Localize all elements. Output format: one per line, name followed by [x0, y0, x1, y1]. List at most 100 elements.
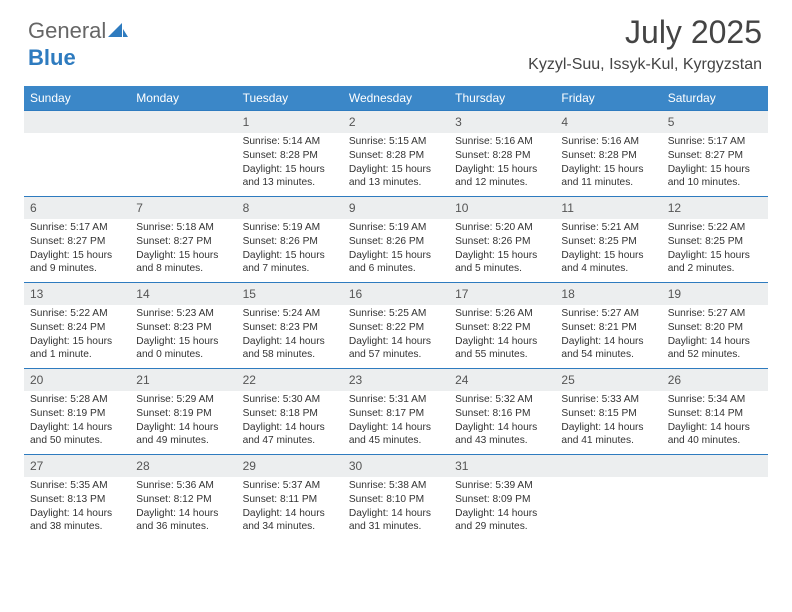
day-line: and 41 minutes.	[561, 434, 655, 448]
day-body	[662, 477, 768, 483]
day-cell: 19Sunrise: 5:27 AMSunset: 8:20 PMDayligh…	[662, 282, 768, 368]
day-number: 10	[449, 196, 555, 219]
day-line: Sunset: 8:27 PM	[136, 235, 230, 249]
col-wednesday: Wednesday	[343, 86, 449, 110]
day-body: Sunrise: 5:34 AMSunset: 8:14 PMDaylight:…	[662, 391, 768, 452]
day-cell: 26Sunrise: 5:34 AMSunset: 8:14 PMDayligh…	[662, 368, 768, 454]
day-body: Sunrise: 5:37 AMSunset: 8:11 PMDaylight:…	[237, 477, 343, 538]
col-thursday: Thursday	[449, 86, 555, 110]
day-line: Sunrise: 5:39 AM	[455, 479, 549, 493]
day-line: Sunset: 8:12 PM	[136, 493, 230, 507]
day-line: Daylight: 15 hours	[30, 249, 124, 263]
day-line: Sunrise: 5:31 AM	[349, 393, 443, 407]
day-body: Sunrise: 5:19 AMSunset: 8:26 PMDaylight:…	[343, 219, 449, 280]
day-line: and 10 minutes.	[668, 176, 762, 190]
day-line: Sunset: 8:21 PM	[561, 321, 655, 335]
week-row: 20Sunrise: 5:28 AMSunset: 8:19 PMDayligh…	[24, 368, 768, 454]
day-line: Daylight: 14 hours	[561, 335, 655, 349]
col-monday: Monday	[130, 86, 236, 110]
day-line: Sunset: 8:23 PM	[243, 321, 337, 335]
day-line: Daylight: 14 hours	[349, 507, 443, 521]
day-line: and 34 minutes.	[243, 520, 337, 534]
day-line: and 43 minutes.	[455, 434, 549, 448]
day-line: Sunset: 8:19 PM	[136, 407, 230, 421]
day-cell: 3Sunrise: 5:16 AMSunset: 8:28 PMDaylight…	[449, 110, 555, 196]
day-body: Sunrise: 5:26 AMSunset: 8:22 PMDaylight:…	[449, 305, 555, 366]
day-line: Sunrise: 5:27 AM	[561, 307, 655, 321]
day-line: Daylight: 14 hours	[243, 507, 337, 521]
day-line: and 52 minutes.	[668, 348, 762, 362]
day-number: 14	[130, 282, 236, 305]
day-body: Sunrise: 5:29 AMSunset: 8:19 PMDaylight:…	[130, 391, 236, 452]
day-body: Sunrise: 5:22 AMSunset: 8:24 PMDaylight:…	[24, 305, 130, 366]
day-line: Sunset: 8:17 PM	[349, 407, 443, 421]
day-number: 1	[237, 110, 343, 133]
day-body	[24, 133, 130, 139]
day-line: and 45 minutes.	[349, 434, 443, 448]
day-line: Daylight: 15 hours	[136, 249, 230, 263]
day-line: Daylight: 15 hours	[349, 163, 443, 177]
day-cell: 9Sunrise: 5:19 AMSunset: 8:26 PMDaylight…	[343, 196, 449, 282]
day-line: Sunset: 8:11 PM	[243, 493, 337, 507]
day-line: and 2 minutes.	[668, 262, 762, 276]
day-cell: 30Sunrise: 5:38 AMSunset: 8:10 PMDayligh…	[343, 454, 449, 540]
calendar-table: Sunday Monday Tuesday Wednesday Thursday…	[24, 86, 768, 540]
day-line: Sunrise: 5:22 AM	[668, 221, 762, 235]
day-body: Sunrise: 5:22 AMSunset: 8:25 PMDaylight:…	[662, 219, 768, 280]
day-body: Sunrise: 5:31 AMSunset: 8:17 PMDaylight:…	[343, 391, 449, 452]
day-number	[130, 110, 236, 133]
day-line: Sunrise: 5:30 AM	[243, 393, 337, 407]
day-line: Sunrise: 5:19 AM	[243, 221, 337, 235]
day-number: 26	[662, 368, 768, 391]
day-body: Sunrise: 5:16 AMSunset: 8:28 PMDaylight:…	[449, 133, 555, 194]
day-cell: 16Sunrise: 5:25 AMSunset: 8:22 PMDayligh…	[343, 282, 449, 368]
day-line: Sunrise: 5:23 AM	[136, 307, 230, 321]
day-line: Sunrise: 5:20 AM	[455, 221, 549, 235]
col-friday: Friday	[555, 86, 661, 110]
day-line: and 7 minutes.	[243, 262, 337, 276]
day-cell: 21Sunrise: 5:29 AMSunset: 8:19 PMDayligh…	[130, 368, 236, 454]
day-number: 11	[555, 196, 661, 219]
day-line: Sunset: 8:13 PM	[30, 493, 124, 507]
day-body: Sunrise: 5:14 AMSunset: 8:28 PMDaylight:…	[237, 133, 343, 194]
day-line: and 4 minutes.	[561, 262, 655, 276]
day-body: Sunrise: 5:16 AMSunset: 8:28 PMDaylight:…	[555, 133, 661, 194]
day-cell: 7Sunrise: 5:18 AMSunset: 8:27 PMDaylight…	[130, 196, 236, 282]
day-cell: 27Sunrise: 5:35 AMSunset: 8:13 PMDayligh…	[24, 454, 130, 540]
day-line: Sunrise: 5:37 AM	[243, 479, 337, 493]
day-line: Sunrise: 5:32 AM	[455, 393, 549, 407]
day-number: 4	[555, 110, 661, 133]
day-cell: 29Sunrise: 5:37 AMSunset: 8:11 PMDayligh…	[237, 454, 343, 540]
day-body: Sunrise: 5:18 AMSunset: 8:27 PMDaylight:…	[130, 219, 236, 280]
day-line: Sunset: 8:10 PM	[349, 493, 443, 507]
logo-text-1: General	[28, 18, 106, 43]
day-line: and 55 minutes.	[455, 348, 549, 362]
day-line: Sunset: 8:26 PM	[243, 235, 337, 249]
day-line: and 50 minutes.	[30, 434, 124, 448]
day-line: and 47 minutes.	[243, 434, 337, 448]
day-line: Daylight: 15 hours	[243, 249, 337, 263]
day-body: Sunrise: 5:23 AMSunset: 8:23 PMDaylight:…	[130, 305, 236, 366]
day-body: Sunrise: 5:36 AMSunset: 8:12 PMDaylight:…	[130, 477, 236, 538]
day-cell: 25Sunrise: 5:33 AMSunset: 8:15 PMDayligh…	[555, 368, 661, 454]
day-body: Sunrise: 5:20 AMSunset: 8:26 PMDaylight:…	[449, 219, 555, 280]
day-line: Sunset: 8:26 PM	[455, 235, 549, 249]
day-line: Sunset: 8:09 PM	[455, 493, 549, 507]
day-number: 2	[343, 110, 449, 133]
day-line: Sunset: 8:20 PM	[668, 321, 762, 335]
day-cell	[662, 454, 768, 540]
day-number: 15	[237, 282, 343, 305]
logo: General Blue	[28, 18, 128, 71]
day-line: Sunset: 8:23 PM	[136, 321, 230, 335]
day-body: Sunrise: 5:39 AMSunset: 8:09 PMDaylight:…	[449, 477, 555, 538]
day-cell: 2Sunrise: 5:15 AMSunset: 8:28 PMDaylight…	[343, 110, 449, 196]
day-number	[24, 110, 130, 133]
day-line: Sunrise: 5:17 AM	[668, 135, 762, 149]
day-line: Daylight: 14 hours	[30, 421, 124, 435]
day-line: and 8 minutes.	[136, 262, 230, 276]
day-body: Sunrise: 5:27 AMSunset: 8:21 PMDaylight:…	[555, 305, 661, 366]
day-line: Daylight: 14 hours	[30, 507, 124, 521]
day-number: 9	[343, 196, 449, 219]
week-row: 13Sunrise: 5:22 AMSunset: 8:24 PMDayligh…	[24, 282, 768, 368]
day-line: Sunset: 8:28 PM	[561, 149, 655, 163]
